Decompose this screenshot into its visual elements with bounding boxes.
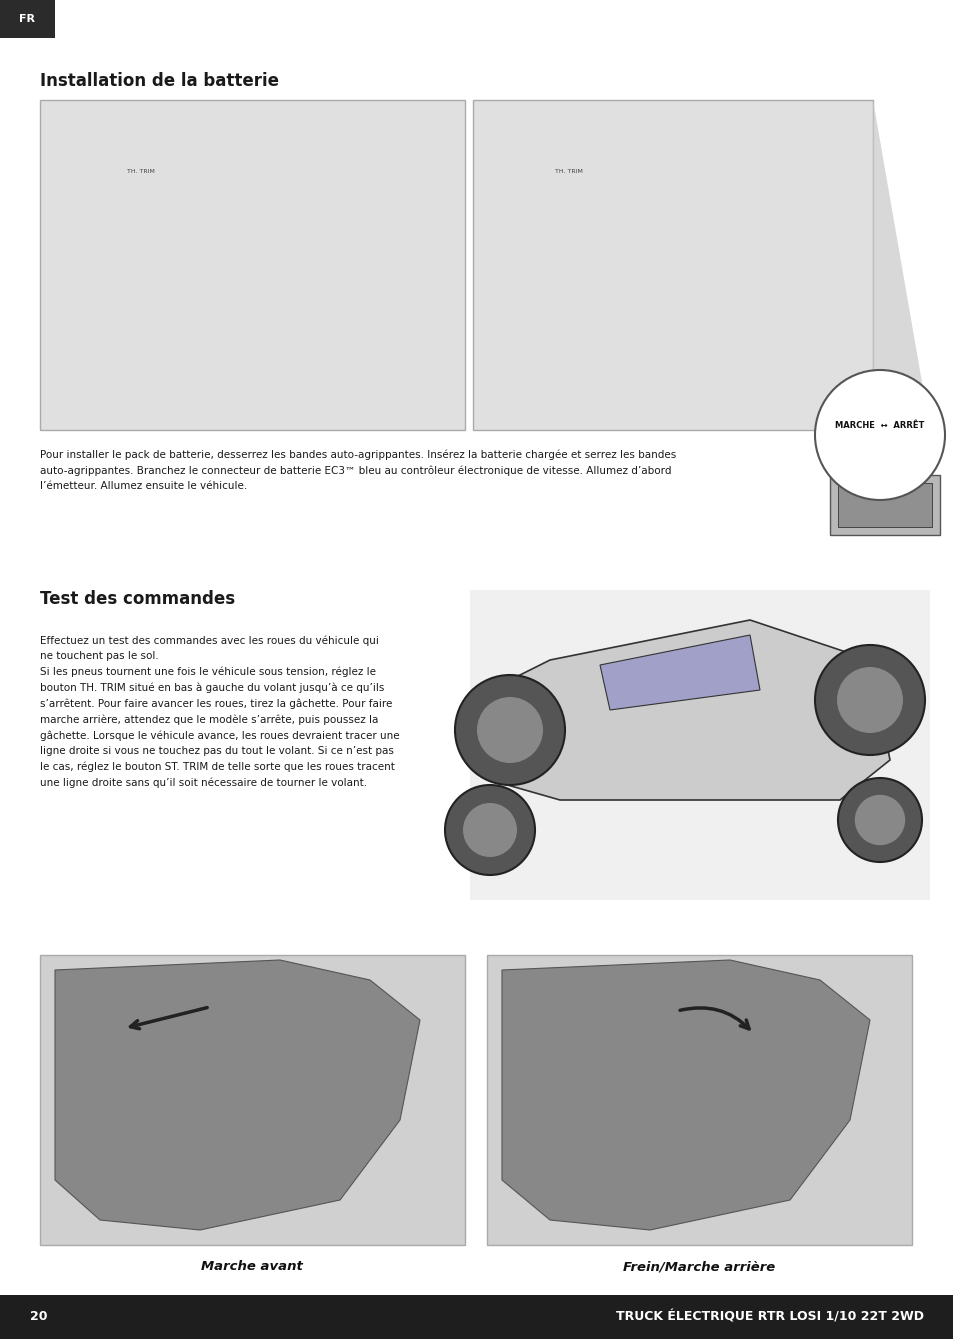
Text: Marche avant: Marche avant [201,1260,303,1273]
Bar [40,955,464,1245]
Polygon shape [55,960,419,1231]
Text: Frein/Marche arrière: Frein/Marche arrière [622,1260,774,1273]
Text: TH. TRIM: TH. TRIM [127,169,155,174]
Text: Installation de la batterie: Installation de la batterie [40,72,278,90]
Text: FR: FR [19,13,35,24]
Text: TRUCK ÉLECTRIQUE RTR LOSI 1/10 22T 2WD: TRUCK ÉLECTRIQUE RTR LOSI 1/10 22T 2WD [616,1311,923,1323]
Ellipse shape [836,667,902,732]
Polygon shape [872,100,924,467]
Text: TH. TRIM: TH. TRIM [554,169,582,174]
Bar [0,1295,953,1339]
Text: Test des commandes: Test des commandes [40,590,234,608]
Polygon shape [501,960,869,1231]
Ellipse shape [455,675,564,785]
Bar [0,0,55,37]
Polygon shape [490,620,889,799]
Bar [486,955,911,1245]
Ellipse shape [854,795,904,845]
Text: Effectuez un test des commandes avec les roues du véhicule qui
ne touchent pas l: Effectuez un test des commandes avec les… [40,635,399,789]
Text: 20: 20 [30,1311,48,1323]
Ellipse shape [462,803,517,857]
Ellipse shape [814,645,924,755]
Bar [473,100,872,430]
Ellipse shape [444,785,535,874]
Bar [837,483,931,528]
Bar [829,475,939,536]
Bar [40,100,464,430]
Ellipse shape [837,778,921,862]
Text: MARCHE  ↔  ARRÊT: MARCHE ↔ ARRÊT [835,420,923,430]
Ellipse shape [476,698,542,763]
Text: Pour installer le pack de batterie, desserrez les bandes auto-agrippantes. Insér: Pour installer le pack de batterie, dess… [40,450,676,491]
Ellipse shape [814,370,944,499]
Bar [470,590,929,900]
Polygon shape [599,635,760,710]
